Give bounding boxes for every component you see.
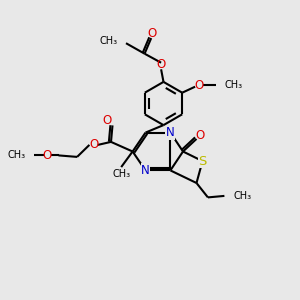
Text: O: O — [43, 149, 52, 162]
Text: CH₃: CH₃ — [8, 150, 26, 161]
Text: N: N — [166, 126, 175, 139]
Text: CH₃: CH₃ — [112, 169, 130, 179]
Text: O: O — [194, 79, 203, 92]
Text: CH₃: CH₃ — [100, 36, 118, 46]
Text: O: O — [157, 58, 166, 71]
Text: CH₃: CH₃ — [224, 80, 243, 90]
Text: S: S — [198, 154, 207, 168]
Text: O: O — [196, 129, 205, 142]
Text: O: O — [103, 114, 112, 128]
Text: CH₃: CH₃ — [233, 191, 251, 201]
Text: O: O — [89, 138, 98, 152]
Text: O: O — [148, 26, 157, 40]
Text: N: N — [141, 164, 150, 177]
